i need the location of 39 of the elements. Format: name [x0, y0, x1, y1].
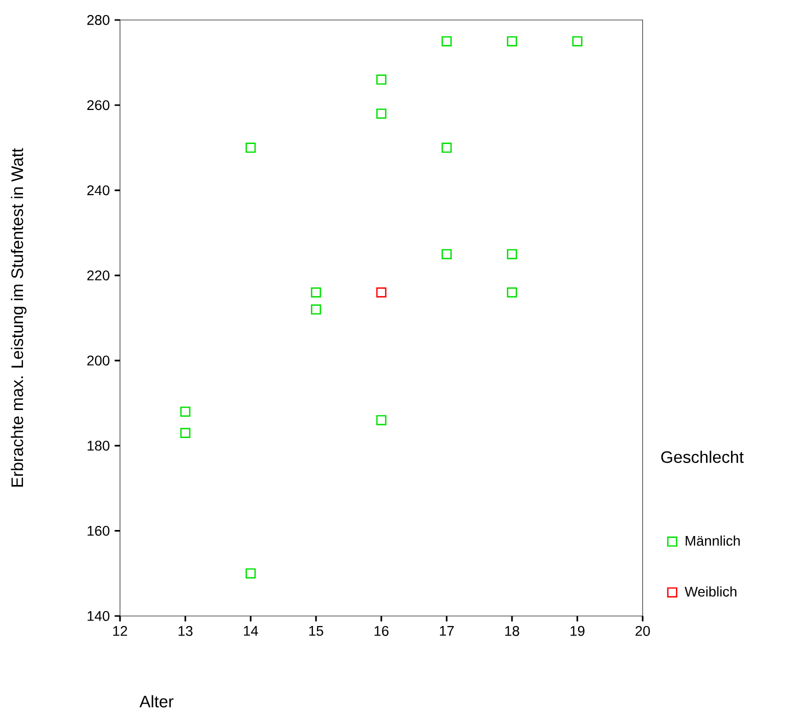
y-tick-label: 200 — [87, 356, 110, 366]
y-tick-label: 260 — [87, 100, 110, 110]
legend-label: Männlich — [686, 536, 740, 546]
y-tick-label: 220 — [87, 270, 110, 280]
x-tick-label: 19 — [570, 626, 584, 636]
point — [376, 74, 386, 85]
point — [310, 304, 322, 315]
x-tick-label: 17 — [440, 626, 454, 636]
point — [572, 36, 582, 46]
legend-title: Geschlecht — [661, 450, 744, 463]
y-tick-label: 180 — [88, 440, 110, 451]
x-tick-label: 16 — [374, 626, 388, 636]
legend-label: Weiblich — [684, 586, 736, 597]
point — [442, 36, 452, 46]
x-tick-label: 18 — [505, 626, 520, 636]
x-tick-label: 20 — [636, 626, 650, 636]
point — [506, 36, 518, 46]
y-axis-title: Erbrachte max. Leistung im Stufentest in Watt — [10, 148, 26, 487]
point — [376, 287, 386, 298]
y-tick-label: 140 — [88, 611, 110, 621]
y-tick-label: 240 — [87, 185, 110, 196]
point — [506, 287, 518, 298]
point — [442, 142, 452, 153]
point — [506, 249, 518, 260]
point — [376, 415, 386, 426]
x-tick-label: 14 — [244, 626, 258, 636]
point — [442, 249, 452, 260]
x-tick-label: 13 — [178, 626, 193, 636]
point — [180, 406, 190, 417]
y-tick-label: 280 — [87, 15, 110, 25]
y-tick-label: 160 — [88, 526, 110, 536]
x-tick-label: 15 — [309, 626, 324, 636]
point — [246, 568, 256, 578]
point — [310, 287, 322, 298]
point — [246, 142, 256, 153]
x-tick-label: 12 — [113, 626, 128, 636]
x-axis-title: Alter — [140, 695, 174, 708]
point — [180, 428, 190, 438]
point — [376, 108, 386, 119]
